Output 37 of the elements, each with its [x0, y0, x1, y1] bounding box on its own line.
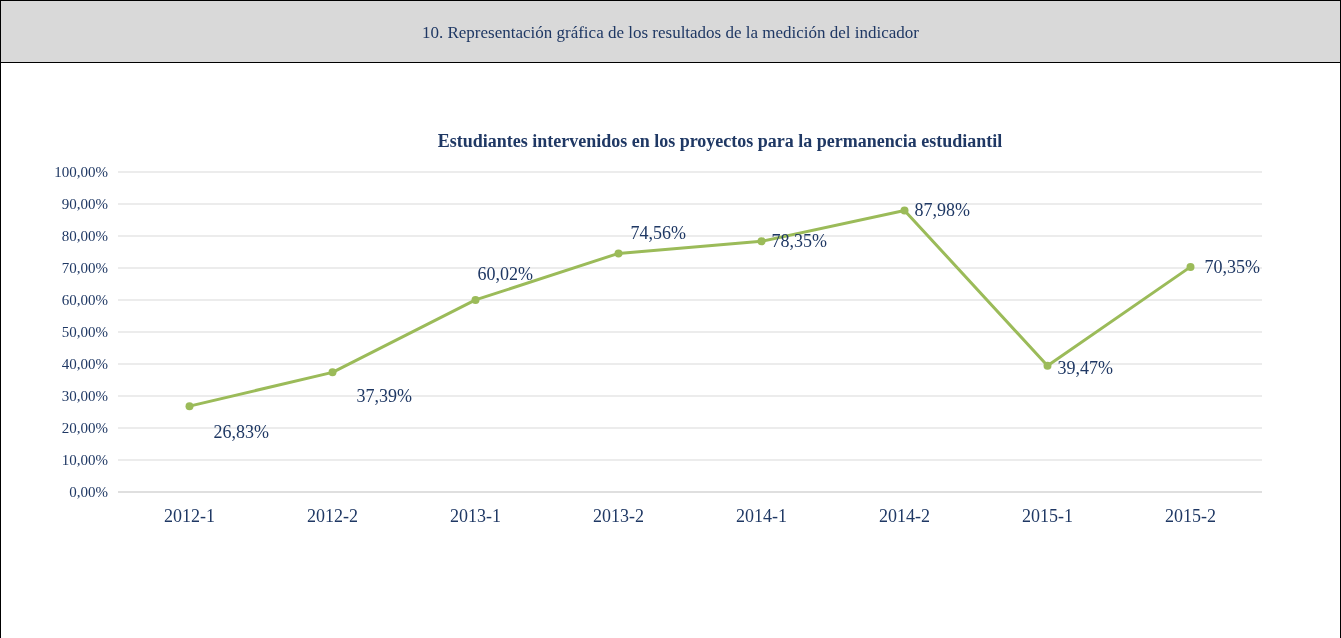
- y-tick-label: 80,00%: [61, 228, 108, 244]
- point: [614, 249, 623, 258]
- y-tick-label: 70,00%: [61, 260, 108, 276]
- y-tick-label: 60,00%: [61, 292, 108, 308]
- point: [1043, 361, 1052, 370]
- y-tick-label: 0,00%: [69, 484, 108, 500]
- y-tick-label: 30,00%: [61, 388, 108, 404]
- data-label: 39,47%: [1057, 357, 1113, 378]
- y-tick-label: 20,00%: [61, 420, 108, 436]
- data-label: 87,98%: [914, 200, 970, 221]
- data-label: 37,39%: [356, 386, 412, 407]
- x-tick-label: 2015-2: [1165, 506, 1216, 526]
- y-tick-label: 50,00%: [61, 324, 108, 340]
- text: 10. Representación gráfica de los resultados de la medición del indicador: [421, 23, 920, 42]
- x-tick-label: 2014-1: [736, 506, 787, 526]
- x-tick-label: 2015-1: [1022, 506, 1073, 526]
- point: [757, 237, 766, 246]
- data-label: 78,35%: [771, 231, 827, 252]
- x-tick-label: 2013-2: [593, 506, 644, 526]
- y-tick-label: 100,00%: [54, 164, 108, 180]
- x-tick-label: 2012-2: [307, 506, 358, 526]
- data-label: 74,56%: [630, 223, 686, 244]
- point: [471, 295, 480, 304]
- data-label: 60,02%: [477, 263, 533, 284]
- data-label: 26,83%: [213, 422, 269, 443]
- point: [185, 402, 194, 411]
- y-tick-label: 10,00%: [61, 452, 108, 468]
- y-tick-label: 90,00%: [61, 196, 108, 212]
- x-tick-label: 2012-1: [164, 506, 215, 526]
- point: [1186, 262, 1195, 271]
- y-tick-label: 40,00%: [61, 356, 108, 372]
- point: [328, 368, 337, 377]
- chart-title: Estudiantes intervenidos en los proyectos para la permanencia estudiantil: [437, 131, 1003, 151]
- x-tick-label: 2014-2: [879, 506, 930, 526]
- point: [900, 206, 909, 215]
- data-label: 70,35%: [1204, 256, 1260, 277]
- x-tick-label: 2013-1: [450, 506, 501, 526]
